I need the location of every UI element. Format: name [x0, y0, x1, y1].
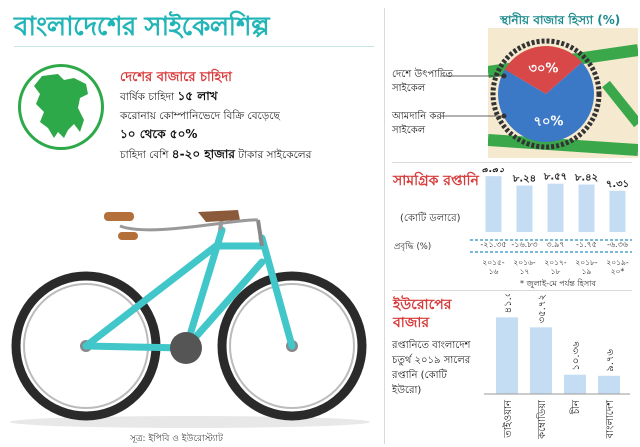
- chainring: [170, 332, 202, 364]
- export-year-label-2: ১৮: [551, 267, 562, 276]
- europe-market-title: ইউরোপের বাজার: [393, 297, 452, 331]
- export-bar: [609, 190, 626, 232]
- growth-value: -৬.৩৬: [607, 240, 628, 249]
- pie-slice: [498, 62, 594, 142]
- pie-label-local: দেশে উৎপাদিত সাইকেল: [392, 69, 453, 94]
- growth-value: ৩.৯৭: [546, 240, 564, 249]
- europe-market-bar-chart: ৪১.০৫ তাইওয়ান ৩৫.৭২ কম্বোডিয়া ১০.৩৬ চীন ৯.৭৬…: [484, 294, 630, 440]
- export-year-label-2: ১৭: [520, 267, 530, 276]
- export-bar: [485, 176, 502, 232]
- source-note: সূত্র: ইপিবি ও ইউরোস্ট্যাট: [130, 434, 223, 444]
- title-underline: [14, 46, 374, 47]
- export-year-label: ২০১৯-: [606, 258, 628, 267]
- export-year-label: ২০১৭-: [544, 258, 566, 267]
- export-year-label: ২০১৫-: [482, 258, 504, 267]
- europe-country-label: চীন: [569, 399, 582, 415]
- pie-chain: [490, 38, 602, 150]
- export-year-label: ২০১৮-: [575, 258, 597, 267]
- bicycle-illustration: [10, 210, 370, 428]
- pie-slice: [504, 46, 583, 94]
- growth-value: -১.৭৫: [576, 240, 597, 249]
- section-divider-1: [392, 162, 632, 163]
- panel-divider: [384, 8, 385, 444]
- map-ring: [18, 64, 104, 150]
- bike-handlebar: [104, 212, 264, 247]
- export-value-label: ৯.৯১: [482, 168, 505, 175]
- bangladesh-map-icon: [34, 74, 88, 138]
- europe-country-label: বাংলাদেশ: [605, 399, 616, 439]
- export-value-label: ৭.৩১: [606, 179, 629, 190]
- europe-bar: [496, 317, 518, 394]
- annual-demand-line: বার্ষিক চাহিদা ১৫ লাখ: [120, 88, 218, 108]
- demand-heading: দেশের বাজারে চাহিদা: [120, 70, 232, 85]
- export-value-label: ৮.২৪: [512, 174, 536, 185]
- europe-market-note: রপ্তানিতে বাংলাদেশ চতুর্থ ২০১৯ সালের রপ্…: [392, 340, 471, 396]
- price-line: চাহিদা বেশি ৪-২০ হাজার টাকার সাইকেলের: [120, 146, 311, 166]
- export-bar: [547, 183, 564, 232]
- bike-shadow: [10, 416, 370, 428]
- growth-value: -১৬.৮৩: [511, 240, 537, 249]
- bangladesh-map-shape: [34, 74, 88, 138]
- europe-value-label: ৪১.০৫: [503, 294, 514, 313]
- europe-bar: [598, 375, 620, 394]
- exports-footnote: * জুলাই-মে পর্যন্ত হিসাব: [520, 279, 596, 288]
- market-share-title: স্থানীয় বাজার হিস্যা (%): [500, 13, 621, 27]
- bike-frame: [82, 226, 296, 352]
- pie-label-imported: আমদানি করা সাইকেল: [392, 111, 445, 136]
- export-bar: [578, 184, 595, 232]
- growth-range-value: ১০ থেকে ৫০%: [120, 127, 198, 141]
- growth-value: -২১.৩৫: [480, 240, 506, 249]
- page-title: বাংলাদেশের সাইকেলশিল্প: [14, 12, 270, 42]
- corona-line: করোনায় কোম্পানিভেদে বিক্রি বেড়েছে: [120, 110, 280, 122]
- market-share-pie-chart: ৩০% ৭০%: [488, 28, 638, 158]
- export-value-label: ৮.৪২: [574, 173, 598, 184]
- export-year-label-2: ১৬: [489, 267, 499, 276]
- europe-value-label: ৩৫.৭২: [537, 294, 548, 323]
- europe-country-label: কম্বোডিয়া: [536, 399, 548, 440]
- bike-seat: [198, 210, 240, 231]
- pie-slice-label: ৩০%: [529, 62, 559, 77]
- total-exports-bar-chart: ৯.৯১ -২১.৩৫ ২০১৫-১৬ ৮.২৪ -১৬.৮৩ ২০১৬-১৭ ৮.৫৭ ৩.…: [470, 168, 632, 276]
- price-prefix: চাহিদা বেশি: [120, 149, 172, 161]
- frame-tube-diag: [602, 80, 638, 128]
- export-value-label: ৮.৫৭: [543, 172, 567, 183]
- export-year-label-2: ১৯: [582, 267, 592, 276]
- export-year-label: ২০১৬-: [513, 258, 535, 267]
- price-value: ৪-২০ হাজার: [171, 147, 235, 161]
- section-divider-2: [392, 290, 632, 291]
- europe-value-label: ১০.৩৬: [571, 341, 582, 371]
- export-bar: [516, 185, 533, 232]
- price-suffix: টাকার সাইকেলের: [234, 149, 312, 161]
- export-year-label-2: ২০*: [611, 267, 625, 276]
- europe-value-label: ৯.৭৬: [605, 349, 616, 372]
- pie-group: ৩০% ৭০%: [490, 38, 602, 150]
- total-exports-unit: (কোটি ডলারে): [400, 213, 461, 224]
- europe-bar: [564, 374, 586, 394]
- annual-demand-value: ১৫ লাখ: [177, 89, 218, 103]
- europe-bar: [530, 327, 552, 394]
- total-exports-title: সামগ্রিক রপ্তানি: [393, 173, 479, 189]
- growth-range-line: ১০ থেকে ৫০%: [120, 126, 197, 146]
- europe-country-label: তাইওয়ান: [502, 399, 514, 439]
- pie-slice-label: ৭০%: [534, 114, 564, 129]
- growth-row-label: প্রবৃদ্ধি (%): [394, 242, 432, 252]
- annual-demand-prefix: বার্ষিক চাহিদা: [120, 91, 178, 103]
- pie-leader-lines: [440, 73, 507, 119]
